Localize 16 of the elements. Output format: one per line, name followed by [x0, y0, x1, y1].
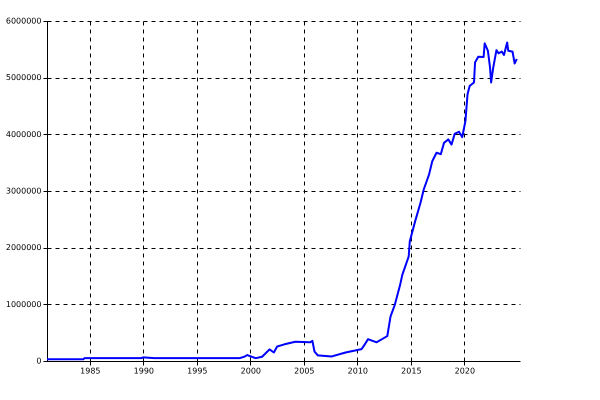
- x-tick-label: 2000: [240, 366, 262, 376]
- y-tick-label: 4000000: [6, 130, 42, 139]
- line-series: [47, 42, 518, 360]
- x-tick-label: 1995: [187, 366, 208, 376]
- y-tick-label: 3000000: [6, 186, 42, 196]
- x-tick-label: 1985: [80, 366, 100, 376]
- y-tick-label: 6000000: [6, 16, 42, 26]
- y-tick-label: 1000000: [6, 300, 42, 309]
- x-tick-label: 2020: [454, 366, 476, 376]
- y-tick-label: 5000000: [6, 73, 42, 82]
- x-tick-label: 2015: [401, 366, 422, 376]
- y-tick-label: 2000000: [6, 243, 42, 252]
- x-tick-label: 2010: [348, 366, 368, 376]
- y-tick-label: 0: [36, 356, 42, 366]
- x-tick-label: 2005: [294, 366, 315, 376]
- x-tick-label: 1990: [134, 366, 154, 376]
